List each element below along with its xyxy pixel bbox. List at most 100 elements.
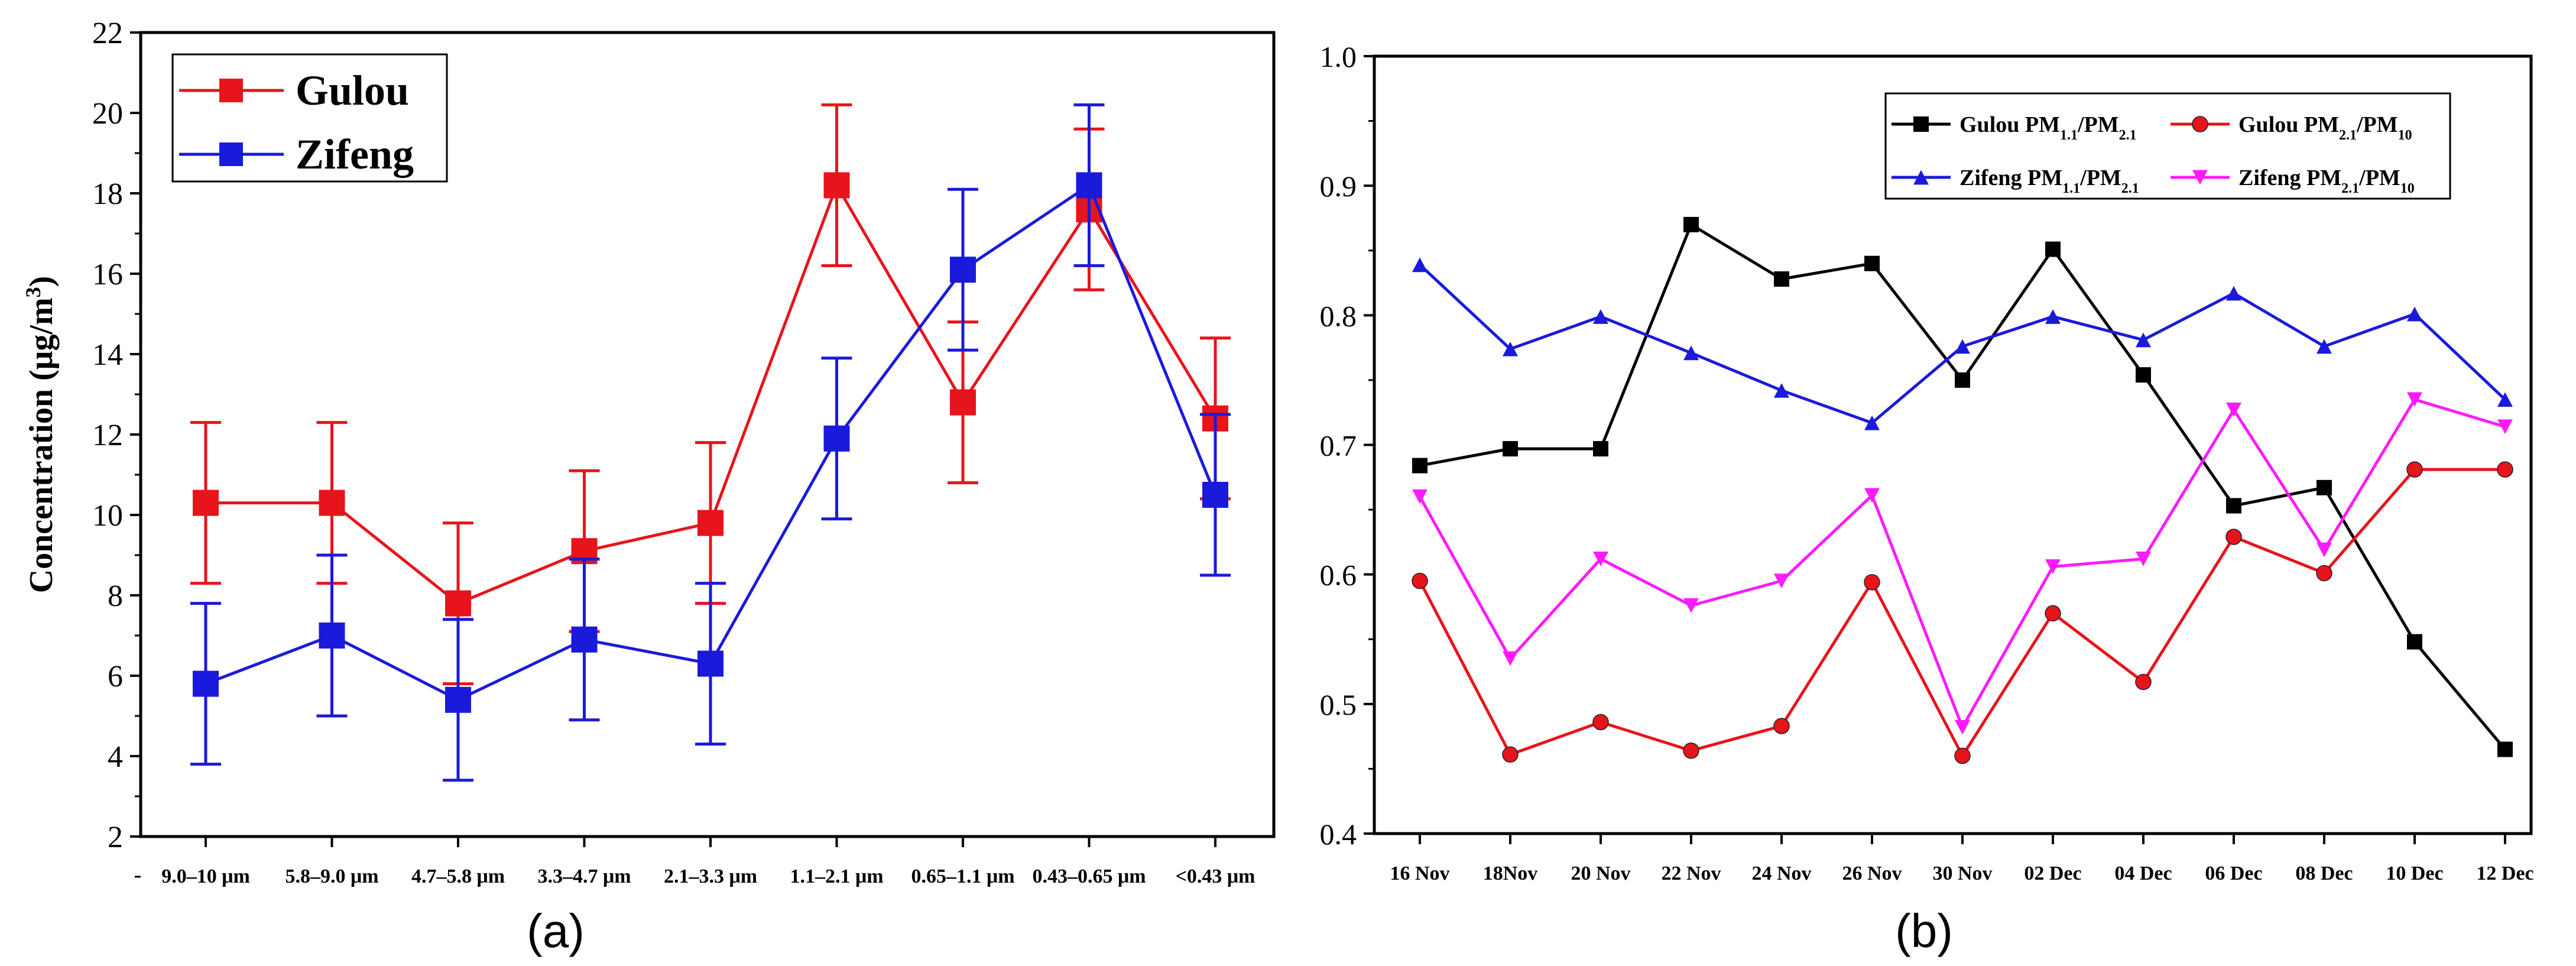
data-point bbox=[1683, 345, 1699, 361]
legend-label-site: Gulou PM bbox=[2238, 112, 2339, 137]
series-zifeng bbox=[190, 103, 1231, 782]
data-point bbox=[193, 490, 219, 516]
x-tick-label-a: 3.3–4.7 μm bbox=[537, 865, 631, 887]
legend-label-sub: 2.1 bbox=[2121, 181, 2139, 196]
y-tick-label-b: 0.7 bbox=[1320, 429, 1357, 462]
data-point bbox=[1864, 574, 1880, 591]
data-point bbox=[2045, 559, 2061, 574]
data-point bbox=[2226, 286, 2241, 301]
y-tick-label-a: 12 bbox=[92, 419, 123, 452]
data-point bbox=[2497, 392, 2513, 407]
data-point bbox=[2317, 479, 2332, 495]
data-point bbox=[2497, 461, 2513, 478]
legend-label-sub: 1.1 bbox=[2062, 181, 2080, 196]
x-tick-label-b: 12 Dec bbox=[2476, 863, 2533, 884]
data-point bbox=[1412, 458, 1427, 474]
data-point bbox=[2317, 339, 2332, 354]
y-tick-label-a: 16 bbox=[92, 258, 123, 291]
y-axis-title-a: Concentration (μg/m3) bbox=[21, 276, 60, 594]
data-point bbox=[2045, 309, 2061, 324]
y-tick-label-b: 0.4 bbox=[1320, 818, 1357, 851]
y-tick-label-a: 14 bbox=[92, 338, 123, 372]
legend-label-site: Zifeng PM bbox=[1959, 166, 2062, 190]
x-tick-label-a: 9.0–10 μm bbox=[161, 865, 250, 887]
panel-label-a: (a) bbox=[527, 905, 585, 957]
legend-label: Gulou PM2.1/PM10 bbox=[2238, 112, 2412, 143]
data-point bbox=[445, 590, 471, 617]
y-axis-title-sup: 3 bbox=[21, 287, 45, 297]
data-point bbox=[1955, 719, 1970, 735]
data-point bbox=[1955, 339, 1970, 354]
data-point bbox=[1503, 651, 1518, 666]
x-tick-label-b: 16 Nov bbox=[1390, 863, 1449, 884]
series-b-3 bbox=[1412, 392, 2513, 735]
x-tick-label-a: <0.43 μm bbox=[1176, 865, 1255, 887]
x-tick-label-a: 0.65–1.1 μm bbox=[911, 865, 1014, 887]
legend-marker bbox=[219, 79, 243, 102]
chart-b: 0.4 0.5 0.6 0.7 0.8 0.9 1.0 16 Nov 18Nov 20 Nov 22… bbox=[1320, 40, 2534, 957]
data-point bbox=[2407, 634, 2422, 650]
x-tick-label-b: 26 Nov bbox=[1842, 863, 1902, 884]
legend-marker bbox=[219, 142, 243, 166]
data-point bbox=[1503, 441, 1518, 457]
legend-marker bbox=[2192, 116, 2208, 132]
data-point bbox=[2225, 529, 2242, 545]
panel-label-b: (b) bbox=[1895, 905, 1953, 957]
data-point bbox=[2407, 392, 2422, 407]
y-tick-label-b: 0.5 bbox=[1320, 688, 1357, 721]
y-axis-title-unit: μg/m bbox=[23, 297, 60, 369]
series-line-b bbox=[1419, 222, 2506, 751]
data-point bbox=[697, 650, 724, 677]
x-tick-label-a: 0.43–0.65 μm bbox=[1032, 865, 1146, 887]
data-point bbox=[1593, 441, 1608, 457]
data-point bbox=[1864, 488, 1880, 503]
x-tick-label-b: 24 Nov bbox=[1751, 863, 1811, 884]
legend-label: Gulou bbox=[296, 67, 409, 114]
data-point bbox=[950, 389, 976, 416]
data-point bbox=[950, 257, 976, 283]
data-point bbox=[1076, 172, 1102, 199]
data-point bbox=[1202, 482, 1228, 508]
legend-label-site: Gulou PM bbox=[1959, 112, 2060, 137]
data-point bbox=[193, 670, 219, 697]
data-point bbox=[2136, 332, 2151, 348]
legend-marker bbox=[1913, 170, 1929, 185]
legend-label-slash: /PM bbox=[2079, 166, 2121, 190]
y-tick-label-a: 20 bbox=[92, 97, 123, 131]
data-point bbox=[2316, 565, 2332, 582]
y-tick-label-a: 8 bbox=[108, 579, 123, 613]
data-point bbox=[1774, 271, 1789, 287]
data-point bbox=[1774, 573, 1789, 588]
series-b-1 bbox=[1412, 461, 2513, 764]
data-point bbox=[2407, 306, 2422, 322]
y-tick-label-b: 1.0 bbox=[1320, 40, 1357, 73]
series-line-b bbox=[1418, 468, 2505, 759]
data-point bbox=[1593, 552, 1608, 566]
x-tick-label-b: 02 Dec bbox=[2024, 863, 2081, 884]
y-tick-label-b: 0.6 bbox=[1320, 559, 1357, 592]
data-point bbox=[1774, 383, 1789, 398]
legend-label-sub: 1.1 bbox=[2060, 128, 2078, 143]
data-point bbox=[2226, 498, 2241, 514]
data-point bbox=[1864, 415, 1880, 430]
data-point bbox=[1502, 746, 1519, 763]
data-point bbox=[1864, 255, 1880, 271]
legend-label-sub: 10 bbox=[2400, 181, 2415, 196]
x-tick-label-b: 04 Dec bbox=[2114, 863, 2172, 884]
data-point bbox=[319, 490, 345, 516]
x-tick-label-a: 5.8–9.0 μm bbox=[285, 865, 378, 887]
x-tick-label-a: 1.1–2.1 μm bbox=[790, 865, 883, 887]
legend-label-sub: 2.1 bbox=[2119, 128, 2137, 143]
data-point bbox=[2497, 419, 2513, 435]
data-point bbox=[1412, 572, 1428, 589]
legend-b: Gulou PM1.1/PM2.1 Gulou PM2.1/PM10Zifeng … bbox=[1884, 92, 2451, 200]
y-tick-label-a: 6 bbox=[108, 660, 123, 693]
legend-label-slash: /PM bbox=[2077, 112, 2119, 137]
data-point bbox=[1592, 714, 1609, 731]
data-point bbox=[571, 626, 598, 653]
data-point bbox=[2135, 673, 2152, 691]
series-b-0 bbox=[1412, 216, 2513, 757]
y-tick-label-a: 4 bbox=[108, 740, 123, 774]
data-point bbox=[2497, 741, 2513, 757]
